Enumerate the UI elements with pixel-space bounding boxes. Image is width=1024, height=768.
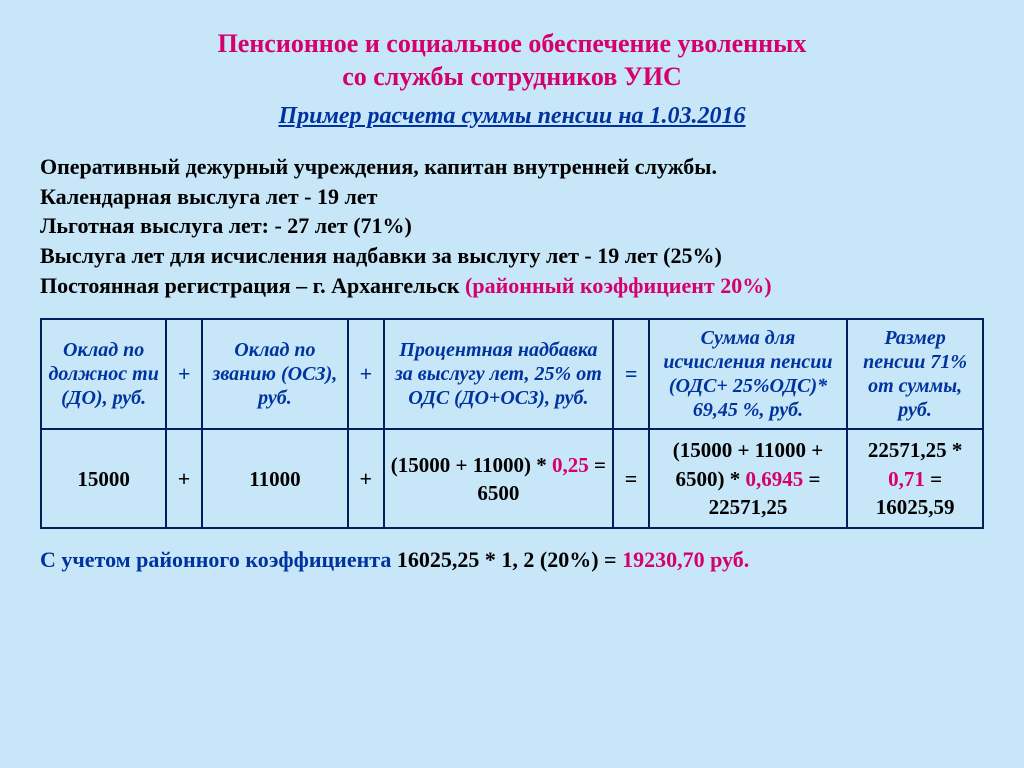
info-block: Оперативный дежурный учреждения, капитан…: [40, 152, 984, 300]
title-line-1: Пенсионное и социальное обеспечение увол…: [218, 29, 807, 58]
calculation-table: Оклад по должнос ти (ДО), руб. + Оклад п…: [40, 318, 984, 529]
cell-c7-coef: 0,6945: [745, 467, 803, 491]
cell-rank-salary: 11000: [202, 429, 348, 528]
footer-result: 19230,70 руб.: [622, 547, 749, 572]
col-rank-salary: Оклад по званию (ОСЗ), руб.: [202, 319, 348, 429]
info-line-1: Оперативный дежурный учреждения, капитан…: [40, 152, 984, 182]
slide: Пенсионное и социальное обеспечение увол…: [0, 0, 1024, 768]
col-operator-plus-2: +: [348, 319, 384, 429]
info-line-4: Выслуга лет для исчисления надбавки за в…: [40, 241, 984, 271]
col-pension-amount: Размер пенсии 71% от суммы, руб.: [847, 319, 983, 429]
table-header-row: Оклад по должнос ти (ДО), руб. + Оклад п…: [41, 319, 983, 429]
footer-line: С учетом районного коэффициента 16025,25…: [40, 547, 984, 573]
cell-c5-coef: 0,25: [552, 453, 589, 477]
info-line-5a: Постоянная регистрация – г. Архангельск: [40, 273, 465, 298]
col-seniority-bonus: Процентная надбавка за выслугу лет, 25% …: [384, 319, 614, 429]
regional-coef-note: (районный коэффициент 20%): [465, 273, 772, 298]
cell-position-salary: 15000: [41, 429, 166, 528]
info-line-2: Календарная выслуга лет - 19 лет: [40, 182, 984, 212]
table-data-row: 15000 + 11000 + (15000 + 11000) * 0,25 =…: [41, 429, 983, 528]
cell-c5-a: (15000 + 11000) *: [391, 453, 552, 477]
cell-op-plus-2: +: [348, 429, 384, 528]
title-line-2: со службы сотрудников УИС: [342, 62, 682, 91]
cell-pension-amount: 22571,25 * 0,71 = 16025,59: [847, 429, 983, 528]
cell-seniority-bonus: (15000 + 11000) * 0,25 = 6500: [384, 429, 614, 528]
cell-c8-a: 22571,25 *: [868, 438, 963, 462]
cell-op-plus-1: +: [166, 429, 202, 528]
main-title: Пенсионное и социальное обеспечение увол…: [40, 28, 984, 93]
cell-c8-coef: 0,71: [888, 467, 925, 491]
subtitle: Пример расчета суммы пенсии на 1.03.2016: [40, 103, 984, 130]
col-pension-base: Сумма для исчисления пенсии (ОДС+ 25%ОДС…: [649, 319, 847, 429]
info-line-5: Постоянная регистрация – г. Архангельск …: [40, 271, 984, 301]
footer-lead: С учетом районного коэффициента: [40, 547, 397, 572]
cell-pension-base: (15000 + 11000 + 6500) * 0,6945 = 22571,…: [649, 429, 847, 528]
col-operator-equals: =: [613, 319, 649, 429]
col-position-salary: Оклад по должнос ти (ДО), руб.: [41, 319, 166, 429]
col-operator-plus-1: +: [166, 319, 202, 429]
info-line-3: Льготная выслуга лет: - 27 лет (71%): [40, 211, 984, 241]
cell-op-equals: =: [613, 429, 649, 528]
footer-expression: 16025,25 * 1, 2 (20%) =: [397, 547, 622, 572]
